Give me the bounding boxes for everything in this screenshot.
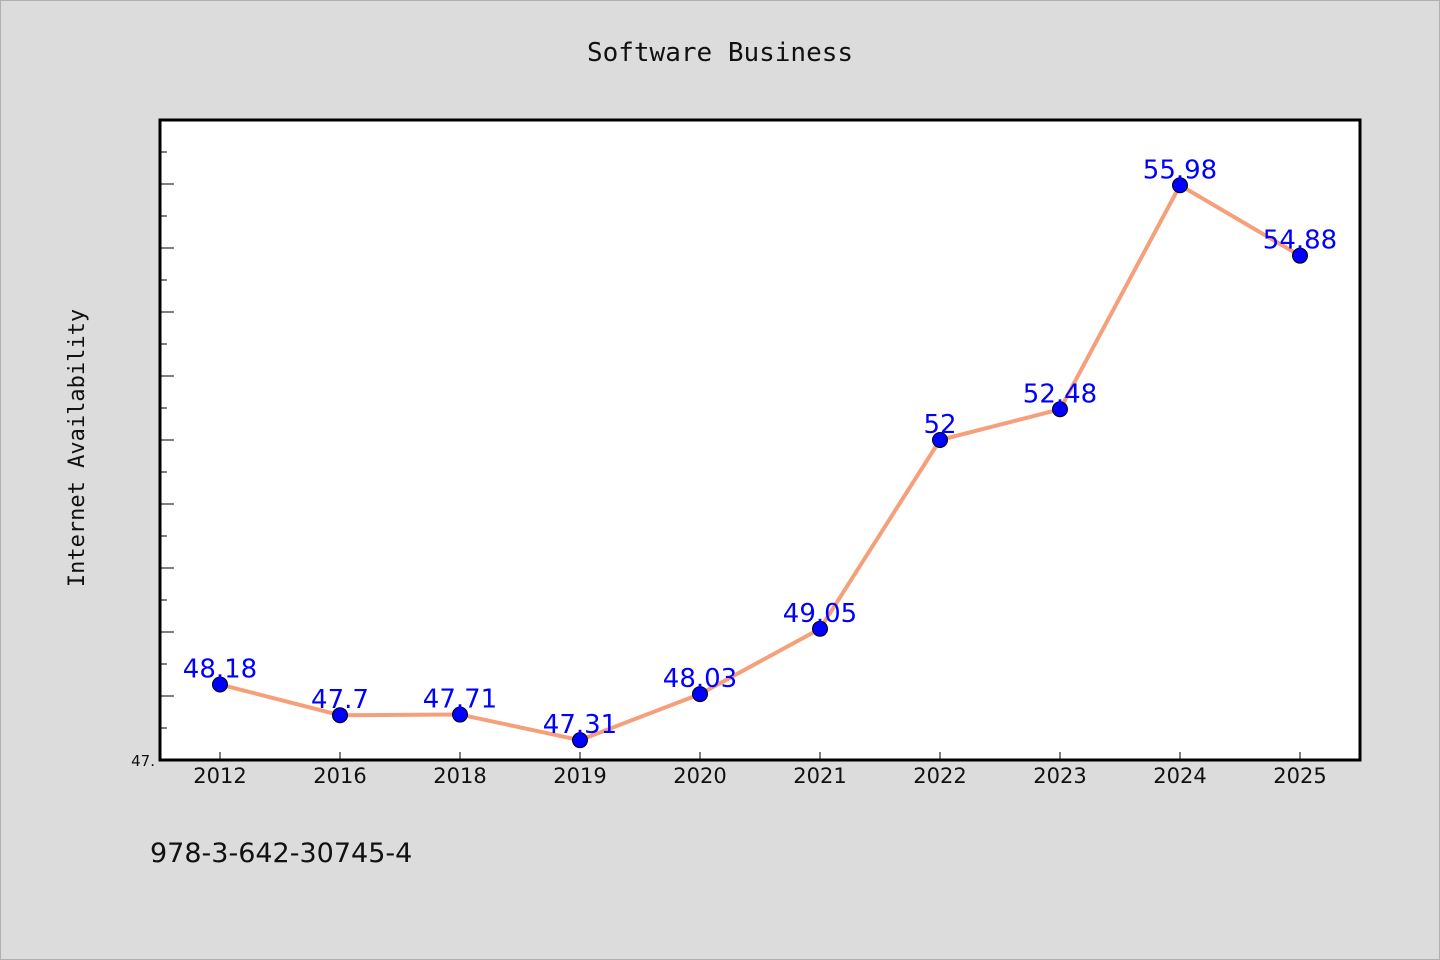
data-labels-group: 48.18 47.7 47.71 47.31 48.03 49.05 52 52.48 55.9… (183, 155, 1337, 740)
data-label: 47.71 (423, 685, 497, 715)
plot-area (158, 118, 1362, 762)
data-point (572, 732, 588, 749)
data-point (1292, 247, 1308, 264)
markers-group (212, 177, 1308, 749)
data-point (452, 706, 468, 723)
data-label: 52 (923, 410, 956, 440)
x-tick-label: 2023 (1033, 764, 1086, 788)
data-point (932, 432, 948, 448)
x-tick-label: 2016 (313, 764, 366, 788)
series-line (219, 183, 1302, 743)
data-label: 49.05 (783, 599, 857, 629)
data-label: 55.98 (1143, 155, 1217, 185)
x-tick-label: 2022 (913, 764, 966, 788)
y-axis-ticks (160, 119, 174, 761)
data-label: 48.18 (183, 654, 257, 684)
x-tick-label: 2020 (673, 764, 726, 788)
x-tick-label: 2024 (1153, 764, 1206, 788)
isbn-text: 978-3-642-30745-4 (150, 838, 412, 869)
data-label: 47.7 (311, 685, 369, 715)
data-point (1172, 177, 1188, 194)
data-point (1052, 401, 1068, 418)
data-label: 52.48 (1023, 379, 1097, 409)
x-tick-label: 2025 (1273, 764, 1326, 788)
series-line-group (219, 183, 1302, 743)
data-point (212, 676, 228, 693)
y-tick-label: 47. (131, 752, 155, 770)
y-axis-label: Internet Availability (65, 309, 90, 587)
data-label: 48.03 (663, 664, 737, 694)
x-tick-label: 2021 (793, 764, 846, 788)
data-point (812, 620, 828, 637)
x-tick-label: 2018 (433, 764, 486, 788)
data-label: 54.88 (1263, 226, 1337, 256)
data-point (692, 686, 708, 703)
x-tick-label: 2019 (553, 764, 606, 788)
data-label: 47.31 (543, 710, 617, 740)
chart-title: Software Business (587, 38, 853, 68)
x-axis-ticks: 2012 2016 2018 2019 2020 2021 2022 2023 2024 2025 (193, 752, 1327, 788)
x-tick-label: 2012 (193, 764, 246, 788)
data-point (332, 707, 348, 724)
